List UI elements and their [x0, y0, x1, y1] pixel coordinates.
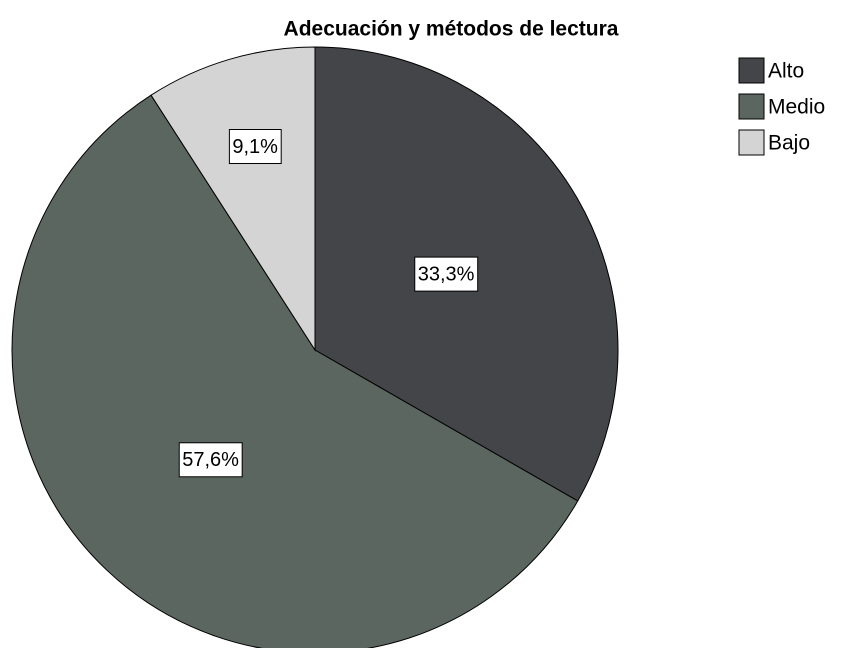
data-label-text: 57,6% — [182, 449, 239, 471]
legend-label: Bajo — [768, 132, 810, 155]
pie-slice — [11, 94, 579, 648]
data-label: 33,3% — [414, 256, 479, 292]
data-label: 57,6% — [178, 442, 243, 478]
data-label-box — [414, 256, 479, 292]
legend-swatch — [738, 129, 765, 156]
chart-title: Adecuación y métodos de lectura — [284, 18, 619, 41]
legend-label: Alto — [768, 60, 804, 83]
data-label-box — [178, 442, 243, 478]
legend-swatch — [738, 57, 765, 84]
data-label-box — [228, 129, 282, 165]
pie-slice — [150, 46, 316, 352]
data-label-text: 33,3% — [418, 263, 475, 285]
legend-swatch — [738, 93, 765, 120]
data-label: 9,1% — [228, 129, 282, 165]
legend-label: Medio — [768, 96, 825, 119]
data-label-text: 9,1% — [232, 136, 278, 158]
